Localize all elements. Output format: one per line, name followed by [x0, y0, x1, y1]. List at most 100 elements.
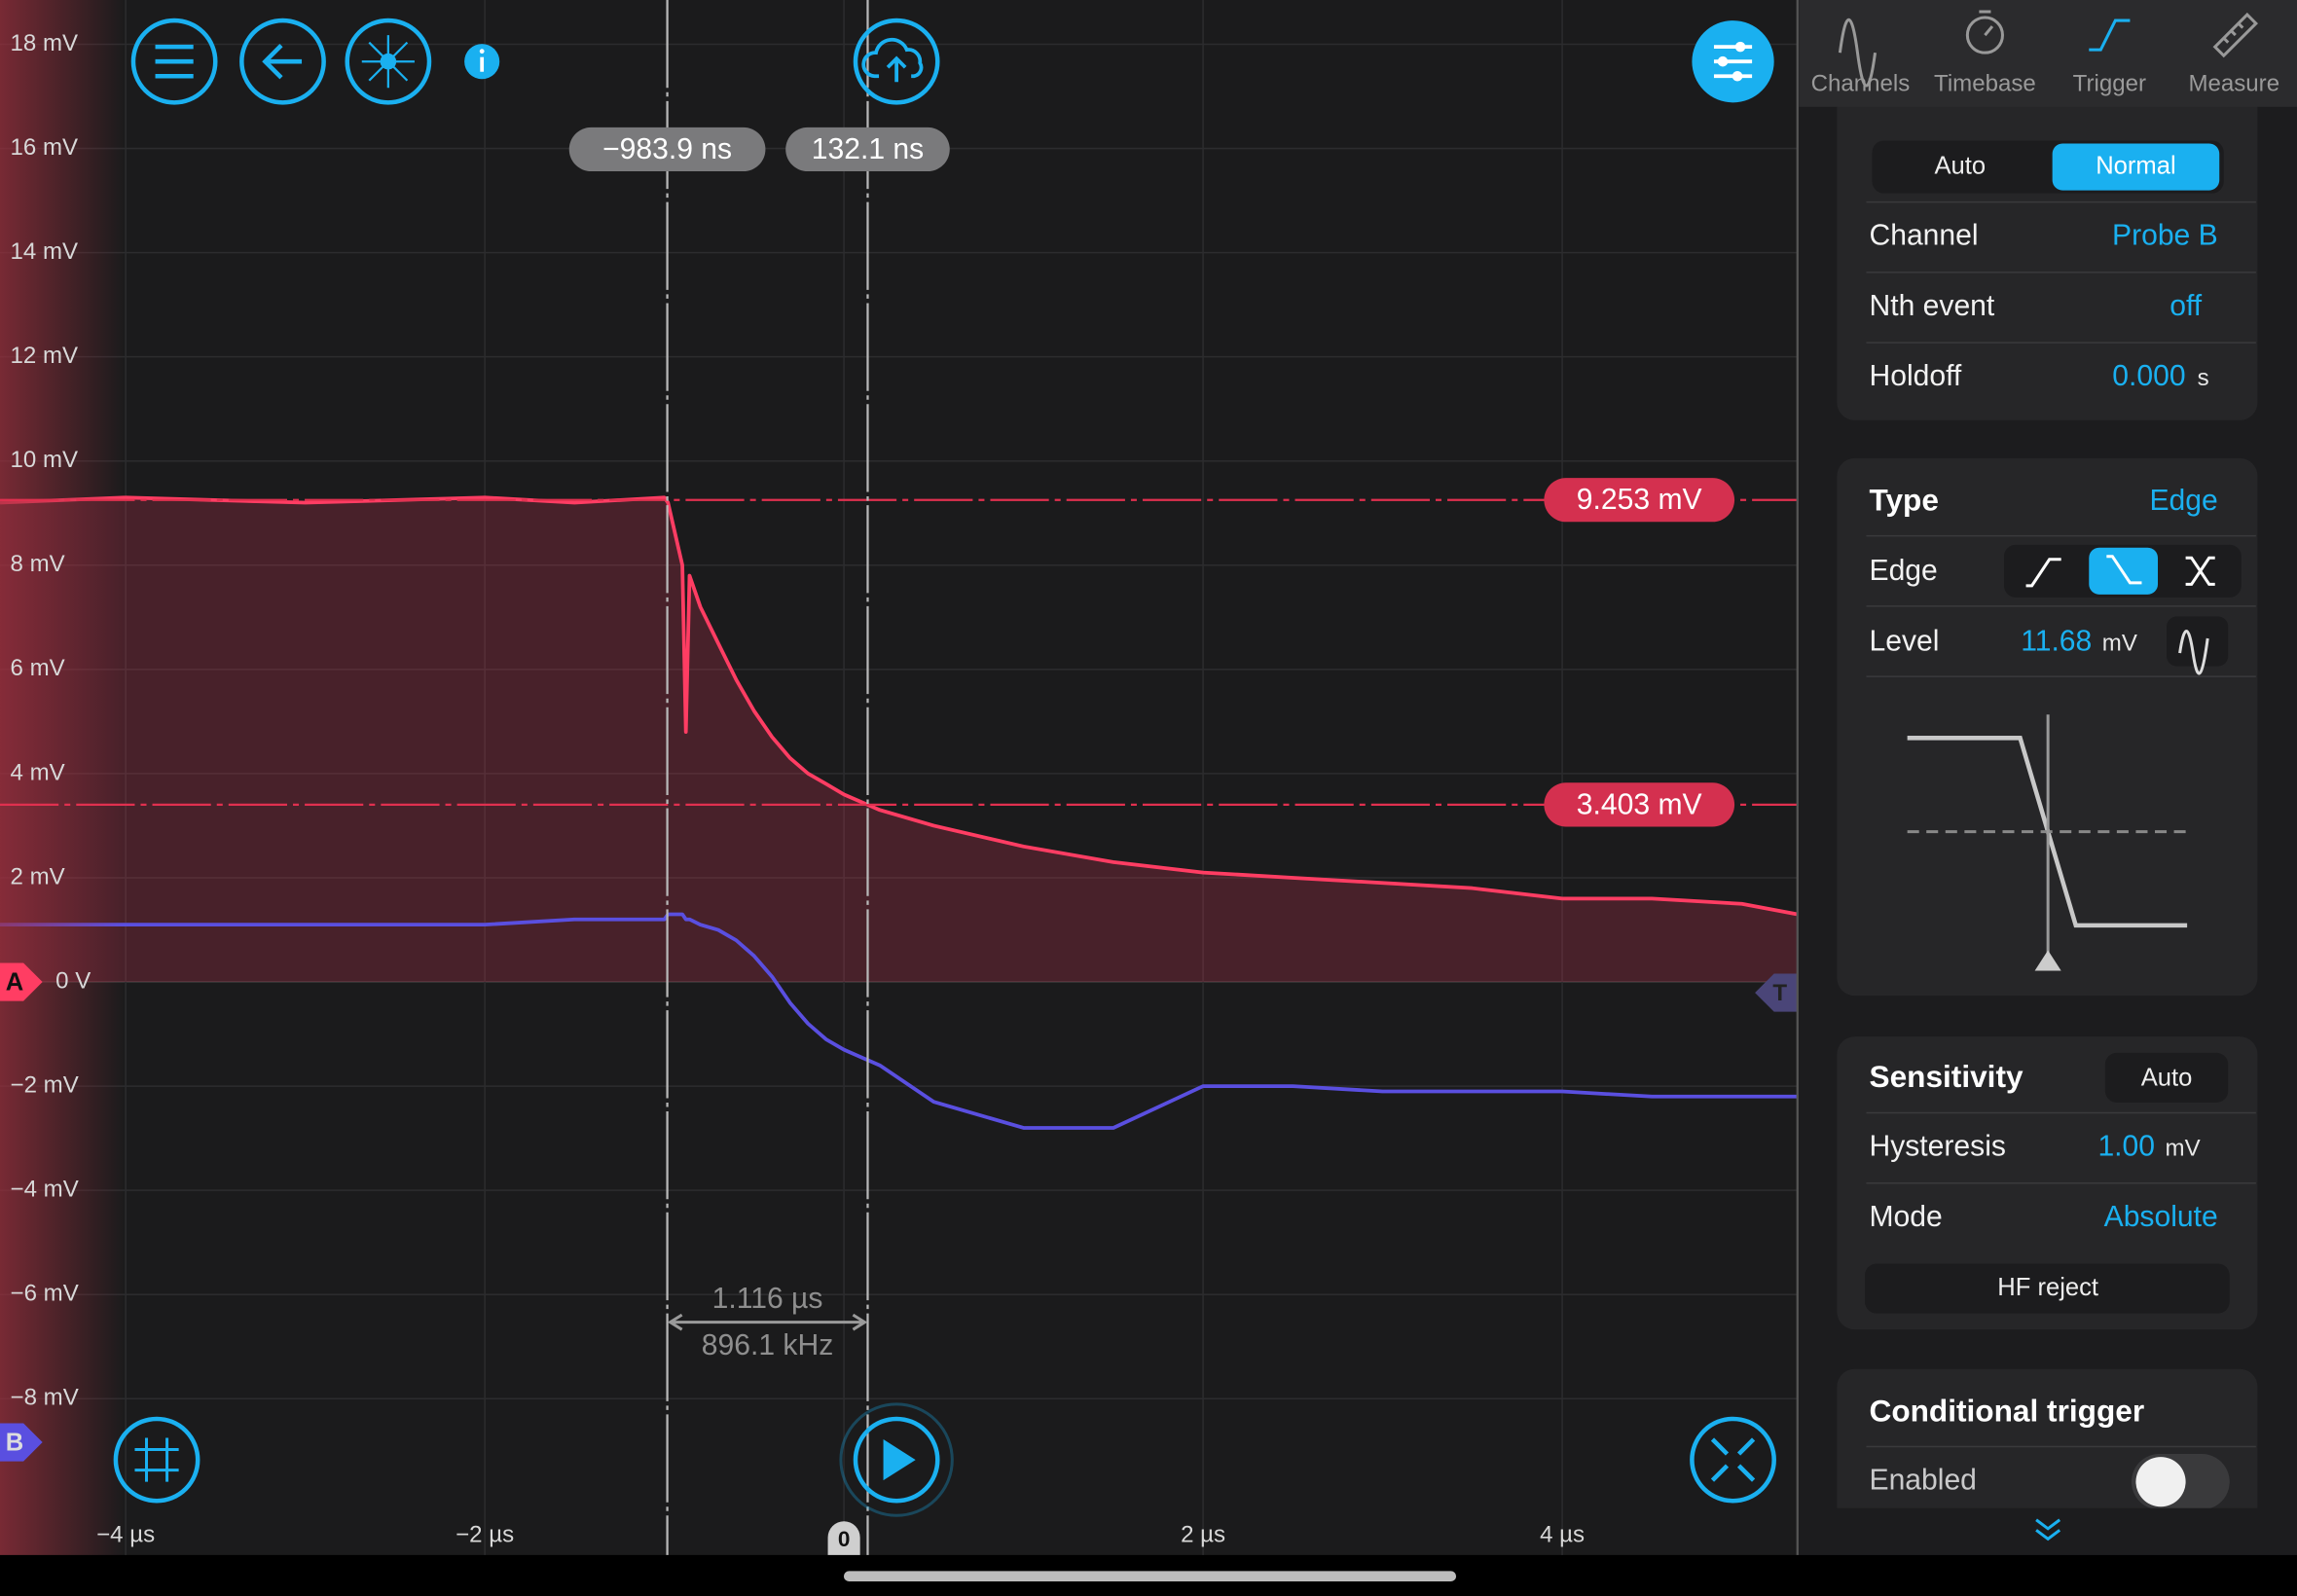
trace [0, 912, 1798, 1130]
tab[interactable]: Measure [2188, 71, 2279, 97]
trigger-diagram [1907, 714, 2188, 971]
toolbar [130, 18, 1774, 105]
segment[interactable]: Normal [2096, 152, 2175, 179]
y-tick-label: 2 mV [11, 863, 65, 889]
section-title: Conditional trigger [1870, 1393, 2145, 1428]
row-value[interactable]: 0.000 [2112, 360, 2185, 392]
trigger-badge [1755, 973, 1798, 1012]
row-label: Edge [1870, 555, 1938, 587]
left-glow [0, 0, 125, 1555]
bottom-controls [113, 1402, 1776, 1517]
row-value[interactable]: Probe B [2112, 220, 2218, 252]
delta-arrow [667, 1313, 868, 1331]
persistence-button[interactable] [345, 18, 432, 105]
row-unit: s [2198, 365, 2209, 391]
row-value[interactable]: 1.00 [2097, 1131, 2155, 1163]
y-tick-label: 6 mV [11, 655, 65, 681]
row-label: Hysteresis [1870, 1131, 2006, 1163]
x-tick-label: 4 µs [1540, 1522, 1585, 1548]
row-label: Channel [1870, 220, 1979, 252]
toggle-knob [2135, 1457, 2186, 1507]
level-icon [2178, 630, 2209, 675]
cloud-button[interactable] [853, 18, 940, 105]
legend-label: B [6, 1429, 23, 1456]
row-label: Enabled [1870, 1465, 1977, 1497]
area [0, 497, 1798, 983]
y-tick-label: −2 mV [11, 1071, 79, 1098]
plot [0, 0, 1799, 1555]
level-button[interactable] [2167, 616, 2229, 667]
section-title: Type [1870, 482, 1939, 517]
row-label: Mode [1870, 1201, 1943, 1233]
row-label: Holdoff [1870, 360, 1962, 392]
tab[interactable]: Timebase [1934, 71, 2036, 97]
row-label: Level [1870, 625, 1940, 657]
trigger-time-marker [827, 1521, 860, 1555]
delta-frequency: 896.1 kHz [702, 1329, 833, 1361]
y-tick-label: −4 mV [11, 1177, 79, 1203]
y-tick-label: 8 mV [11, 551, 65, 577]
row-label: Nth event [1870, 290, 1995, 322]
trigger-icon[interactable] [2089, 18, 2131, 52]
legend-label: A [6, 968, 23, 996]
cursor-pill [1544, 782, 1735, 827]
channel-badge [0, 1423, 43, 1462]
cursor-pill [1544, 478, 1735, 523]
y-tick-label: −8 mV [11, 1385, 79, 1411]
zoom-fit-button[interactable] [1690, 1416, 1776, 1504]
button-label: Auto [2141, 1065, 2193, 1092]
run-button[interactable] [839, 1402, 954, 1517]
y-tick-label: 12 mV [11, 343, 79, 369]
y-tick-label: 14 mV [11, 238, 79, 265]
x-tick-label: 0 [838, 1527, 851, 1551]
timebase-icon[interactable] [1965, 10, 2004, 54]
y-tick-label: 0 V [55, 967, 91, 994]
channel-badge [0, 962, 43, 1001]
settings-button[interactable] [1692, 20, 1774, 103]
either-edge[interactable] [2185, 556, 2215, 586]
panel-footer [1799, 1507, 2297, 1555]
menu-button[interactable] [130, 18, 218, 105]
hf-reject-button[interactable] [1864, 1263, 2230, 1314]
section-title: Sensitivity [1870, 1059, 2024, 1094]
cursor-label: 132.1 ns [812, 133, 924, 165]
row-value[interactable]: off [2169, 290, 2203, 322]
trigger-arrow [2034, 950, 2061, 971]
row-unit: mV [2102, 630, 2137, 656]
overlay: 18 mV 16 mV 14 mV 12 mV 10 mV 8 mV 6 mV 4 mV 2 m… [0, 0, 1798, 1555]
rising-edge[interactable] [2025, 558, 2061, 588]
edge-icons [2025, 555, 2215, 588]
sensitivity-button[interactable] [2104, 1052, 2229, 1103]
x-tick-label: 2 µs [1181, 1522, 1225, 1548]
y-tick-label: 16 mV [11, 134, 79, 161]
info-button[interactable] [464, 44, 500, 80]
cursor-label: 9.253 mV [1577, 484, 1702, 516]
segment[interactable]: Auto [1935, 152, 1987, 179]
y-tick-label: 18 mV [11, 30, 79, 56]
falling-edge[interactable] [2106, 555, 2142, 585]
home-indicator [843, 1571, 1457, 1581]
trace [0, 495, 1799, 917]
cursor-label: −983.9 ns [602, 133, 732, 165]
tab-icons [1838, 10, 2258, 88]
trigger-marker: T [1772, 980, 1787, 1006]
delta-time: 1.116 µs [712, 1283, 823, 1315]
plot-area [0, 0, 1798, 1555]
segment-active [2052, 143, 2220, 191]
x-tick-label: −4 µs [96, 1522, 155, 1548]
y-tick-label: 10 mV [11, 447, 79, 473]
cursor-pill [568, 127, 766, 172]
back-button[interactable] [239, 18, 326, 105]
x-tick-label: −2 µs [456, 1522, 514, 1548]
row-value[interactable]: Edge [2149, 485, 2217, 517]
grid-button[interactable] [113, 1416, 201, 1504]
row-value[interactable]: 11.68 [2021, 625, 2092, 657]
row-value[interactable]: Absolute [2104, 1201, 2218, 1233]
tab[interactable]: Channels [1811, 71, 1911, 97]
scroll-more[interactable] [2035, 1518, 2061, 1542]
tab[interactable]: Trigger [2073, 71, 2146, 97]
measure-icon[interactable] [2212, 12, 2258, 58]
channels-icon[interactable] [1838, 18, 1878, 88]
y-tick-label: 4 mV [11, 759, 65, 785]
